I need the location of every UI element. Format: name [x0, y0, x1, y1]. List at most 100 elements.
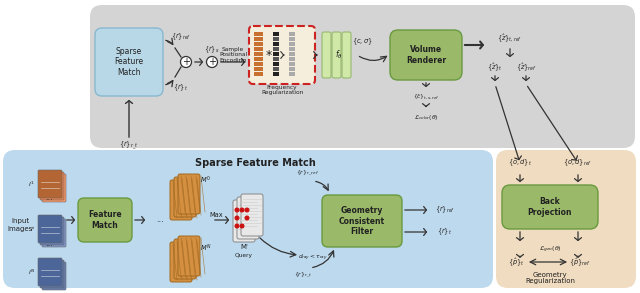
- Bar: [254, 47, 263, 51]
- FancyBboxPatch shape: [95, 28, 163, 96]
- FancyBboxPatch shape: [3, 150, 493, 288]
- Circle shape: [236, 216, 239, 220]
- Text: $\{\hat{z}\}_t$: $\{\hat{z}\}_t$: [487, 61, 503, 73]
- Bar: [273, 67, 279, 71]
- Bar: [254, 32, 263, 36]
- Text: Max: Max: [209, 212, 223, 218]
- Bar: [254, 42, 263, 46]
- Bar: [289, 37, 295, 41]
- FancyBboxPatch shape: [496, 150, 636, 288]
- FancyBboxPatch shape: [38, 170, 62, 198]
- Text: ...: ...: [45, 193, 53, 202]
- Text: $\{r\}_t$: $\{r\}_t$: [437, 227, 452, 237]
- FancyBboxPatch shape: [174, 239, 196, 279]
- FancyBboxPatch shape: [178, 174, 200, 214]
- Circle shape: [245, 216, 249, 220]
- Bar: [289, 32, 295, 36]
- Bar: [273, 37, 279, 41]
- Bar: [289, 42, 295, 46]
- Text: $\mathcal{L}_{geo}(\theta)$: $\mathcal{L}_{geo}(\theta)$: [539, 245, 561, 255]
- FancyBboxPatch shape: [40, 217, 64, 245]
- FancyBboxPatch shape: [502, 185, 598, 229]
- Circle shape: [240, 224, 244, 228]
- FancyBboxPatch shape: [40, 172, 64, 200]
- FancyBboxPatch shape: [42, 174, 66, 202]
- Text: Query: Query: [235, 253, 253, 258]
- Text: $\{\hat{z}\}_{t,ref}$: $\{\hat{z}\}_{t,ref}$: [497, 32, 523, 44]
- Circle shape: [207, 57, 218, 67]
- FancyBboxPatch shape: [38, 215, 62, 243]
- Bar: [289, 47, 295, 51]
- Text: $\{r\}_{r\_ref}$: $\{r\}_{r\_ref}$: [296, 169, 319, 177]
- Bar: [289, 62, 295, 66]
- Text: Geometry
Consistent
Filter: Geometry Consistent Filter: [339, 206, 385, 236]
- FancyBboxPatch shape: [249, 26, 315, 84]
- Text: $I^1$: $I^1$: [28, 179, 35, 189]
- FancyBboxPatch shape: [322, 195, 402, 247]
- Circle shape: [180, 57, 191, 67]
- Text: $\{r\}_t$: $\{r\}_t$: [173, 83, 189, 93]
- Bar: [254, 62, 263, 66]
- FancyBboxPatch shape: [322, 32, 331, 78]
- Text: $\{r\}_{ref}$: $\{r\}_{ref}$: [171, 32, 191, 42]
- FancyBboxPatch shape: [342, 32, 351, 78]
- FancyBboxPatch shape: [233, 200, 255, 242]
- Circle shape: [236, 208, 239, 212]
- Bar: [254, 52, 263, 56]
- Text: $f_\theta$: $f_\theta$: [335, 49, 343, 61]
- Bar: [273, 42, 279, 46]
- FancyBboxPatch shape: [174, 177, 196, 217]
- Bar: [273, 57, 279, 61]
- Text: +: +: [182, 57, 190, 67]
- Circle shape: [245, 208, 249, 212]
- Text: $M^0$: $M^0$: [200, 174, 211, 186]
- Bar: [289, 67, 295, 71]
- Text: +: +: [208, 57, 216, 67]
- FancyBboxPatch shape: [42, 262, 66, 290]
- FancyBboxPatch shape: [178, 236, 200, 276]
- Text: $d_{ray} < \tau_{ray}$: $d_{ray} < \tau_{ray}$: [298, 253, 328, 263]
- FancyBboxPatch shape: [237, 197, 259, 239]
- Text: $I^N$: $I^N$: [28, 267, 35, 277]
- Text: $\{\hat{c}\}_{t,s,ref}$: $\{\hat{c}\}_{t,s,ref}$: [413, 93, 440, 101]
- Bar: [273, 47, 279, 51]
- Text: $\{r\}_{ref}$: $\{r\}_{ref}$: [435, 205, 455, 215]
- Bar: [289, 72, 295, 76]
- Text: ...: ...: [45, 239, 53, 248]
- Bar: [289, 57, 295, 61]
- Text: $\{o, d\}_{ref}$: $\{o, d\}_{ref}$: [563, 158, 593, 168]
- FancyBboxPatch shape: [332, 32, 341, 78]
- Circle shape: [240, 208, 244, 212]
- Text: $\{r\}_s$: $\{r\}_s$: [204, 45, 220, 55]
- FancyBboxPatch shape: [90, 5, 635, 148]
- Text: $\{o, d\}_t$: $\{o, d\}_t$: [508, 158, 532, 168]
- FancyBboxPatch shape: [78, 198, 132, 242]
- Bar: [273, 32, 279, 36]
- FancyBboxPatch shape: [40, 260, 64, 288]
- FancyBboxPatch shape: [170, 180, 192, 220]
- FancyBboxPatch shape: [170, 242, 192, 282]
- Text: *: *: [266, 49, 272, 62]
- Text: $M^N$: $M^N$: [200, 242, 212, 254]
- Bar: [254, 72, 263, 76]
- Text: ...: ...: [156, 215, 164, 224]
- Text: M': M': [240, 244, 248, 250]
- Bar: [254, 37, 263, 41]
- Text: $\{\hat{z}\}_{ref}$: $\{\hat{z}\}_{ref}$: [516, 61, 536, 73]
- Bar: [254, 67, 263, 71]
- Text: Sparse Feature Match: Sparse Feature Match: [195, 158, 316, 168]
- Text: $I^i$: $I^i$: [29, 224, 35, 234]
- FancyBboxPatch shape: [38, 258, 62, 286]
- Bar: [254, 57, 263, 61]
- Text: Back
Projection: Back Projection: [528, 197, 572, 217]
- Text: $\{\hat{p}\}_t$: $\{\hat{p}\}_t$: [508, 256, 524, 268]
- Text: Sparse
Feature
Match: Sparse Feature Match: [115, 47, 143, 77]
- Text: $\{r\}_{r\_t}$: $\{r\}_{r\_t}$: [294, 271, 312, 279]
- Text: Input
Images: Input Images: [8, 219, 33, 231]
- FancyBboxPatch shape: [241, 194, 263, 236]
- FancyBboxPatch shape: [42, 219, 66, 247]
- Text: $\{\hat{p}\}_{ref}$: $\{\hat{p}\}_{ref}$: [569, 256, 591, 268]
- Bar: [273, 72, 279, 76]
- Text: $\{c, \sigma\}$: $\{c, \sigma\}$: [351, 37, 372, 47]
- Text: Volume
Renderer: Volume Renderer: [406, 45, 446, 65]
